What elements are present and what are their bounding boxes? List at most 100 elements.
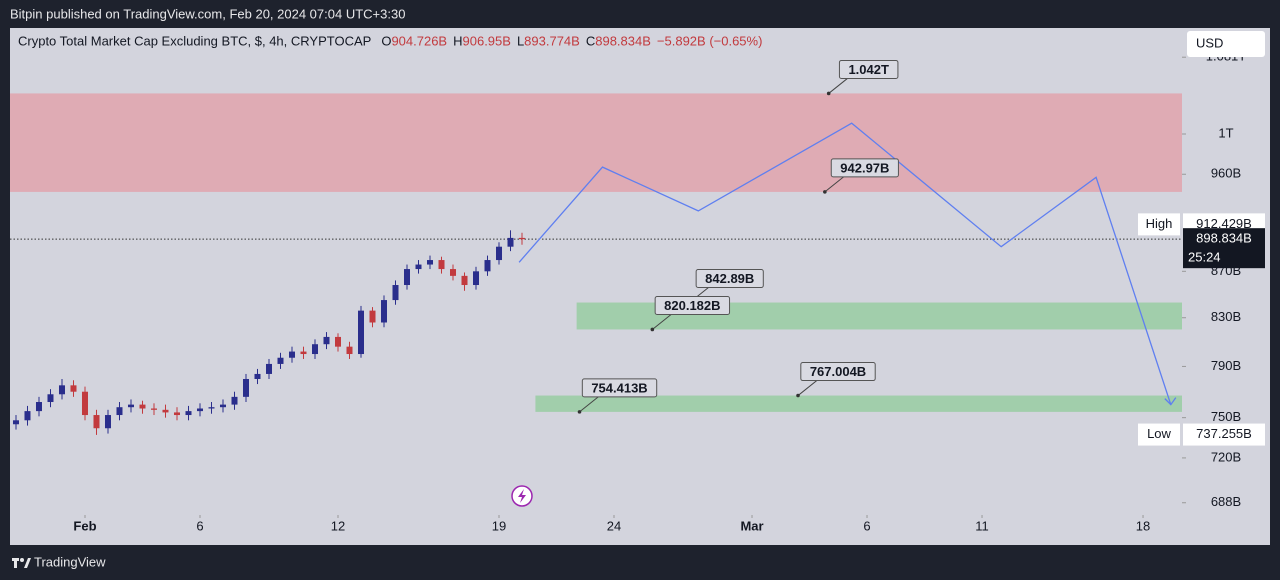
x-tick-label: 24: [607, 518, 621, 533]
publisher: Bitpin published on TradingView.com, Feb…: [10, 6, 405, 21]
candle-body: [35, 402, 42, 412]
annotation-box: [800, 362, 876, 382]
candle-body: [404, 269, 411, 286]
marker-value-box: [1183, 423, 1265, 446]
x-tick-label: Feb: [73, 518, 96, 533]
candle-body: [519, 237, 526, 240]
y-tick-label: 688B: [1211, 494, 1241, 509]
candle-body: [427, 260, 434, 265]
candle-body: [127, 404, 134, 408]
x-tick-label: 6: [863, 518, 870, 533]
annotation-label: 942.97B: [840, 160, 889, 175]
annotation-dot: [826, 91, 831, 96]
event-bolt: [518, 489, 526, 503]
annotation-pointer: [828, 77, 849, 94]
candle-body: [185, 411, 192, 416]
candle-body: [219, 404, 226, 408]
candle-body: [162, 409, 169, 413]
currency-button[interactable]: [1187, 31, 1265, 57]
marker-name: High: [1146, 216, 1173, 231]
annotation-pointer: [652, 313, 673, 330]
candle-body: [323, 336, 330, 345]
annotation-dot: [577, 410, 582, 414]
candle-body: [265, 363, 272, 374]
x-tick-label: 19: [492, 518, 506, 533]
marker-name-box: [1138, 423, 1180, 446]
legend-key: L: [517, 33, 524, 48]
y-tick-label: 830B: [1211, 309, 1241, 324]
annotation-box: [581, 378, 658, 398]
annotation-dot: [650, 327, 655, 332]
candle-body: [242, 378, 249, 397]
candle-body: [81, 391, 88, 416]
annotation-dot: [823, 190, 827, 194]
candle-body: [358, 310, 365, 355]
annotation-box: [830, 158, 899, 178]
candle-body: [104, 415, 111, 429]
candle-body: [300, 351, 307, 355]
candle-body: [311, 344, 318, 355]
candle-body: [392, 285, 399, 301]
legend-key: O: [381, 33, 391, 48]
candle-body: [254, 373, 261, 379]
legend-symbol: Crypto Total Market Cap Excluding BTC, $…: [18, 33, 371, 48]
annotation-label: 842.89B: [705, 271, 754, 286]
zone: [10, 93, 1182, 192]
legend-value: 906.95B: [463, 33, 511, 48]
legend-change: −5.892B (−0.65%): [657, 33, 763, 48]
x-tick-label: 18: [1136, 518, 1150, 533]
x-tick-label: 12: [331, 518, 345, 533]
candle-body: [70, 385, 77, 392]
brand-logo: [12, 558, 31, 568]
legend-key: C: [586, 33, 595, 48]
candle-body: [150, 408, 157, 410]
brand: TradingView: [34, 554, 106, 569]
x-tick-label: Mar: [740, 518, 763, 533]
candle-body: [473, 271, 480, 286]
candle-body: [24, 411, 31, 421]
marker-name: Low: [1147, 426, 1171, 441]
candle-body: [438, 260, 445, 270]
marker-value: 737.255B: [1196, 426, 1252, 441]
candle-body: [277, 357, 284, 364]
currency-label: USD: [1196, 35, 1223, 50]
countdown: 25:24: [1188, 250, 1221, 265]
legend-value: 904.726B: [391, 33, 447, 48]
candle-body: [12, 420, 19, 425]
candle-body: [208, 407, 215, 409]
y-tick-label: 720B: [1211, 449, 1241, 464]
candle-body: [369, 310, 376, 323]
y-tick-label: 790B: [1211, 358, 1241, 373]
last-price-box: [1183, 228, 1265, 269]
x-tick-label: 6: [196, 518, 203, 533]
legend-key: H: [453, 33, 462, 48]
zone: [535, 395, 1182, 412]
y-tick-label: 750B: [1211, 409, 1241, 424]
annotation-box: [695, 269, 764, 289]
candle-body: [507, 237, 514, 247]
candle-body: [461, 275, 468, 286]
y-tick-label: 960B: [1211, 166, 1241, 181]
candle-body: [139, 404, 146, 409]
candle-body: [196, 408, 203, 412]
candle-body: [47, 394, 54, 403]
annotation-label: 820.182B: [664, 298, 720, 313]
annotation-pointer: [797, 379, 819, 396]
legend-value: 898.834B: [595, 33, 651, 48]
candle-body: [58, 385, 65, 395]
projection-line: [518, 122, 1172, 405]
candle-body: [484, 260, 491, 272]
candle-body: [288, 351, 295, 358]
candle-body: [346, 346, 353, 355]
marker-value: 912.429B: [1196, 216, 1252, 231]
candle-body: [415, 264, 422, 270]
y-tick-label: 1T: [1218, 125, 1233, 140]
marker-name-box: [1138, 213, 1180, 236]
annotation-dot: [796, 393, 800, 398]
annotation-box: [838, 59, 899, 79]
candle-body: [335, 336, 342, 347]
projection-arrow: [1164, 397, 1177, 406]
candle-body: [116, 407, 123, 416]
legend-value: 893.774B: [524, 33, 580, 48]
